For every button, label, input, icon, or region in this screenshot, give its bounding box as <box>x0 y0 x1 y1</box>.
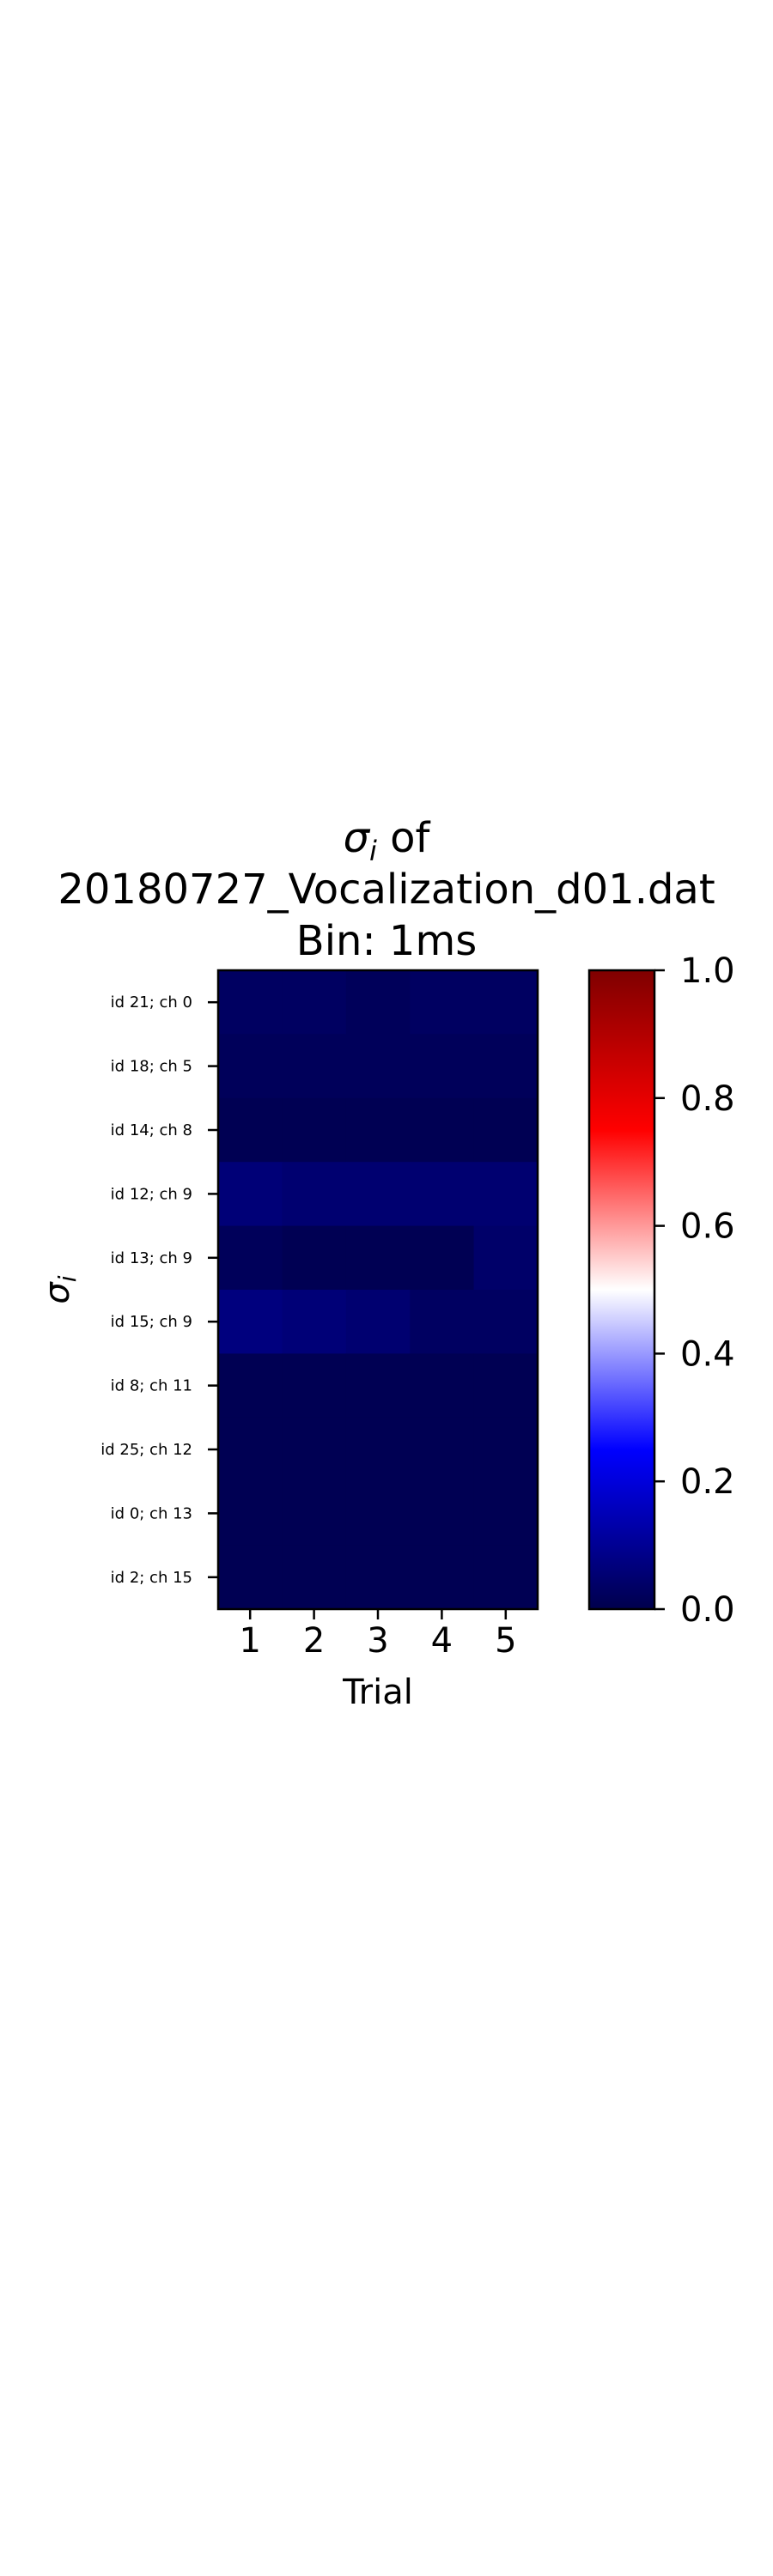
heatmap-cell <box>473 1417 539 1482</box>
y-tick-label: id 14; ch 8 <box>111 1121 192 1139</box>
heatmap-cells <box>218 970 539 1610</box>
colorbar <box>587 969 656 1611</box>
heatmap-cell <box>282 1034 347 1099</box>
heatmap-cell <box>282 1225 347 1291</box>
heatmap-cell <box>218 1290 283 1354</box>
heatmap-cell <box>410 1417 475 1482</box>
x-axis: 1 2 3 4 5 <box>239 1609 517 1661</box>
heatmap-cell <box>282 970 347 1035</box>
chart-title-line-1: σi of <box>0 812 773 877</box>
y-tick-label: id 0; ch 13 <box>111 1504 192 1522</box>
y-tick-label: id 25; ch 12 <box>100 1441 192 1459</box>
heatmap-cell <box>473 1034 539 1099</box>
title-sigma-subscript: i <box>369 835 377 867</box>
y-tick-label: id 8; ch 11 <box>111 1377 192 1395</box>
colorbar-tick-label: 0.6 <box>680 1207 735 1247</box>
colorbar-tick-label: 0.4 <box>680 1334 735 1374</box>
colorbar-tick-label: 0.2 <box>680 1462 735 1502</box>
heatmap-cell <box>410 1034 475 1099</box>
x-tick-label: 5 <box>495 1621 516 1661</box>
y-tick-label: id 12; ch 9 <box>111 1185 192 1203</box>
heatmap-cell <box>345 1034 411 1099</box>
heatmap-cell <box>473 970 539 1035</box>
heatmap-cell <box>473 1545 539 1610</box>
heatmap-cell <box>473 1481 539 1546</box>
heatmap-cell <box>218 1417 283 1482</box>
heatmap-cell <box>345 1417 411 1482</box>
heatmap-cell <box>345 1162 411 1227</box>
heatmap-cell <box>473 1097 539 1163</box>
y-tick-label: id 18; ch 5 <box>111 1058 192 1076</box>
heatmap-cell <box>282 1290 347 1354</box>
heatmap-cell <box>218 1545 283 1610</box>
x-tick-label: 3 <box>367 1621 388 1661</box>
title-sigma-symbol: σ <box>343 814 369 862</box>
colorbar-tick-label: 0.8 <box>680 1079 735 1119</box>
heatmap-cell <box>345 970 411 1035</box>
y-tick-label: id 13; ch 9 <box>111 1249 192 1267</box>
heatmap-cell <box>345 1545 411 1610</box>
x-tick-label: 4 <box>431 1621 453 1661</box>
heatmap-cell <box>218 1353 283 1419</box>
y-axis-label-symbol: σ <box>38 1281 77 1304</box>
heatmap-cell <box>282 1162 347 1227</box>
heatmap-cell <box>345 1290 411 1354</box>
colorbar-axis: 0.0 0.2 0.4 0.6 0.8 1.0 <box>654 951 735 1630</box>
x-axis-label: Trial <box>342 1673 413 1712</box>
heatmap-cell <box>473 1353 539 1419</box>
heatmap-cell <box>473 1162 539 1227</box>
heatmap-cell <box>345 1481 411 1546</box>
heatmap-cell <box>410 1353 475 1419</box>
x-tick-label: 2 <box>303 1621 325 1661</box>
y-axis-label: σi <box>38 1275 82 1303</box>
colorbar-tick-label: 1.0 <box>680 951 735 991</box>
heatmap-cell <box>410 1545 475 1610</box>
y-tick-label: id 2; ch 15 <box>111 1569 192 1587</box>
heatmap-cell <box>282 1417 347 1482</box>
heatmap-cell <box>218 1097 283 1163</box>
y-axis: id 21; ch 0 id 18; ch 5 id 14; ch 8 id 12; … <box>100 993 218 1587</box>
x-tick-label: 1 <box>239 1621 260 1661</box>
heatmap-cell <box>345 1097 411 1163</box>
heatmap-cell <box>473 1290 539 1354</box>
heatmap-cell <box>218 1481 283 1546</box>
heatmap-cell <box>345 1353 411 1419</box>
y-axis-label-subscript: i <box>53 1275 82 1282</box>
heatmap-cell <box>345 1225 411 1291</box>
heatmap-cell <box>410 1481 475 1546</box>
heatmap-cell <box>410 1290 475 1354</box>
heatmap-cell <box>410 1225 475 1291</box>
chart-title-line-3: Bin: 1ms <box>295 917 478 965</box>
heatmap-cell <box>473 1225 539 1291</box>
heatmap-cell <box>410 1097 475 1163</box>
heatmap-cell <box>282 1097 347 1163</box>
colorbar-tick-label: 0.0 <box>680 1590 735 1630</box>
heatmap-cell <box>282 1353 347 1419</box>
title-suffix: of <box>376 814 430 862</box>
chart-title-line-2: 20180727_Vocalization_d01.dat <box>58 866 715 914</box>
heatmap-cell <box>218 1034 283 1099</box>
heatmap-cell <box>410 970 475 1035</box>
heatmap-cell <box>282 1481 347 1546</box>
heatmap-cell <box>410 1162 475 1227</box>
heatmap-cell <box>218 1162 283 1227</box>
heatmap-cell <box>218 1225 283 1291</box>
y-tick-label: id 15; ch 9 <box>111 1313 192 1331</box>
heatmap-cell <box>218 970 283 1035</box>
heatmap-cell <box>282 1545 347 1610</box>
y-tick-label: id 21; ch 0 <box>111 993 192 1012</box>
